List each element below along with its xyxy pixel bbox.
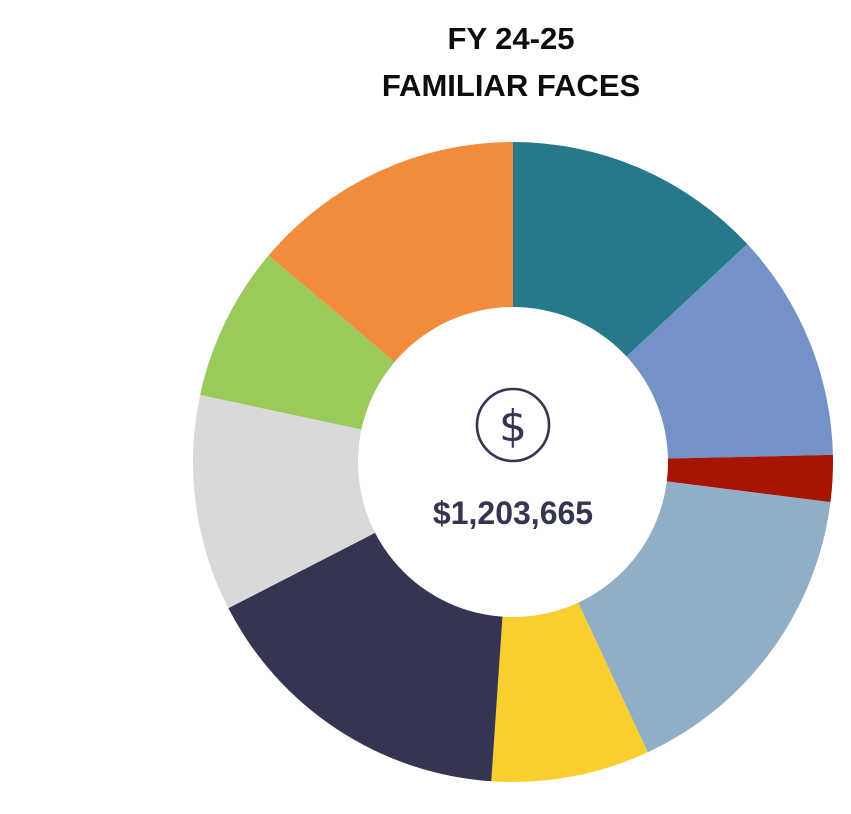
total-amount: $1,203,665 [433,495,593,531]
chart-title: FY 24-25 [447,21,575,56]
svg-text:$: $ [499,401,527,452]
chart-subtitle: FAMILIAR FACES [381,68,641,103]
dollar-circle-icon: $ [475,387,551,463]
